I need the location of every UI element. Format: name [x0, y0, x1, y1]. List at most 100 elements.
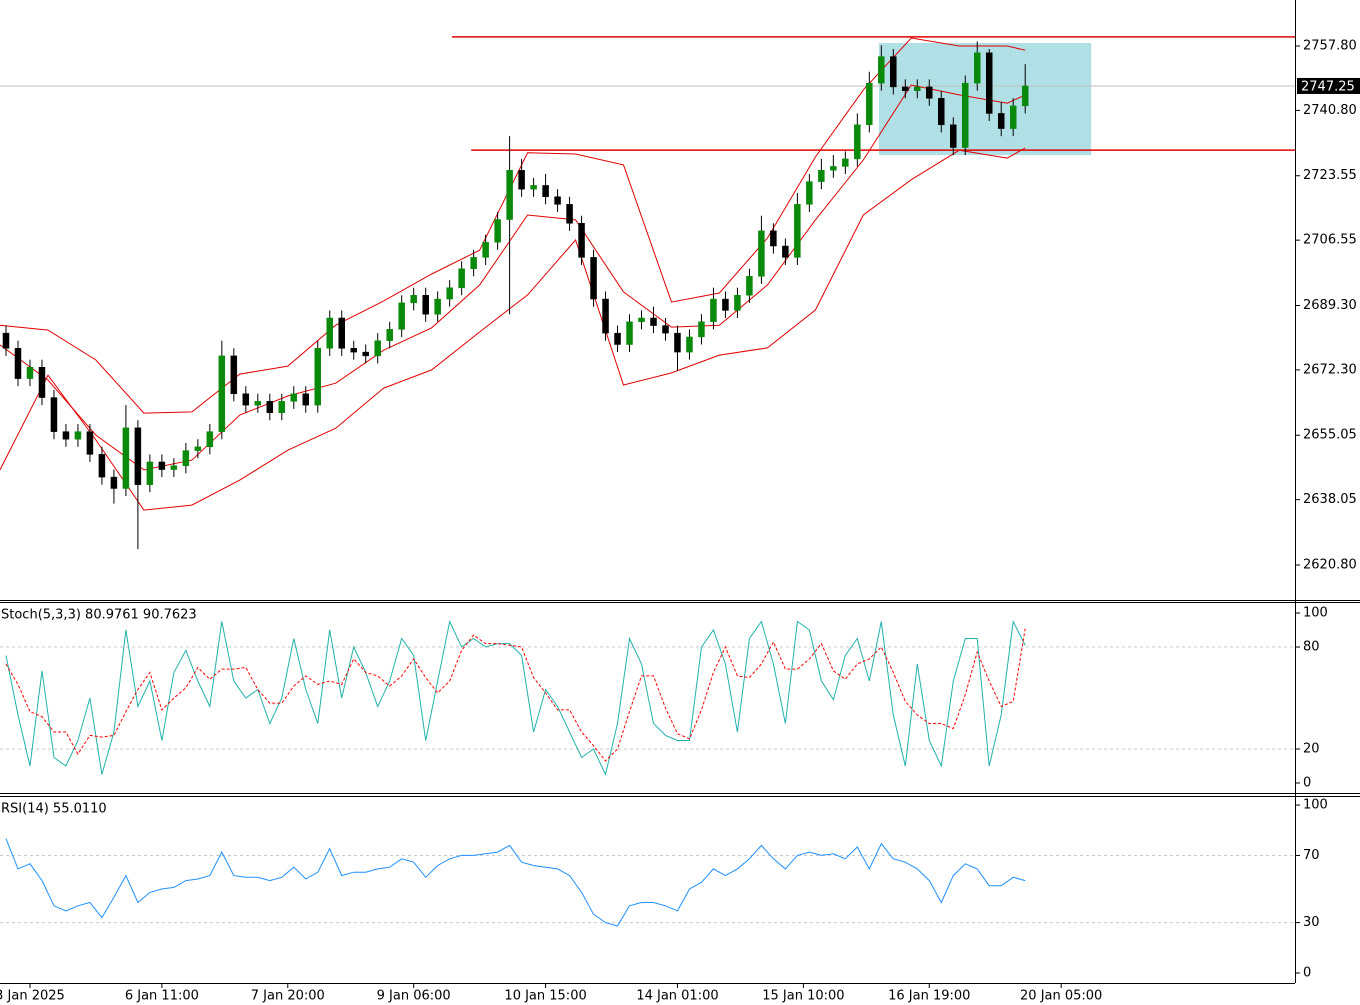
indicator-title: RSI(14) 55.0110 — [1, 802, 107, 817]
candle-body — [938, 98, 945, 126]
candle-body — [230, 355, 238, 395]
candle-body — [218, 355, 226, 432]
candle-body — [26, 366, 34, 379]
indicator-title: Stoch(5,3,3) 80.9761 90.7623 — [1, 608, 197, 623]
last-price-label: 2747.25 — [1301, 79, 1355, 94]
candle-body — [758, 230, 765, 277]
x-tick-label: 6 Jan 11:00 — [125, 989, 199, 1004]
candle-body — [806, 181, 813, 205]
candle-body — [830, 166, 837, 171]
candle-body — [314, 348, 322, 406]
candle-body — [302, 393, 310, 406]
candle-body — [530, 185, 537, 190]
y-tick-label: 2740.80 — [1303, 103, 1357, 118]
candle-body — [506, 169, 513, 220]
y-tick-label: 2723.55 — [1303, 168, 1357, 183]
indicator-line — [5, 628, 1026, 762]
bollinger-middle — [0, 84, 1026, 471]
candle-body — [962, 82, 969, 148]
candle-body — [38, 366, 46, 398]
candle-body — [542, 185, 549, 198]
candle-body — [62, 431, 70, 440]
candle-body — [422, 295, 429, 315]
candle-body — [854, 124, 861, 160]
candle-body — [926, 86, 933, 99]
candle-body — [674, 332, 681, 353]
candle-body — [710, 298, 717, 323]
indicator-line — [5, 838, 1026, 927]
candle-body — [818, 169, 825, 182]
candle-body — [482, 241, 489, 258]
candle-body — [254, 401, 262, 406]
candle-body — [746, 276, 753, 296]
candle-body — [662, 325, 669, 334]
candle-body — [134, 427, 142, 485]
candle-body — [950, 124, 957, 148]
candle-body — [386, 329, 393, 341]
candle-body — [410, 295, 417, 304]
candle-body — [122, 427, 130, 489]
candle-body — [266, 401, 274, 413]
y-tick-label: 0 — [1303, 775, 1311, 790]
y-tick-label: 2757.80 — [1303, 38, 1357, 53]
candle-body — [578, 223, 585, 258]
candle-body — [362, 351, 369, 357]
candle-body — [914, 86, 921, 91]
y-tick-label: 100 — [1303, 798, 1328, 813]
candle-body — [458, 268, 465, 288]
x-tick-label: 3 Jan 2025 — [0, 989, 65, 1004]
x-tick-label: 9 Jan 06:00 — [377, 989, 451, 1004]
candle-body — [242, 393, 250, 406]
candle-body — [614, 332, 621, 345]
bollinger-lower — [0, 147, 1026, 511]
x-tick-label: 15 Jan 10:00 — [762, 989, 844, 1004]
candle-body — [985, 52, 993, 114]
candle-body — [686, 336, 693, 353]
y-tick-label: 80 — [1303, 640, 1320, 655]
candle-body — [878, 56, 885, 84]
y-tick-label: 20 — [1303, 741, 1320, 756]
candle-body — [782, 245, 789, 258]
candle-body — [74, 431, 82, 440]
candle-body — [338, 317, 345, 349]
candle-body — [50, 397, 58, 432]
candle-body — [398, 302, 405, 330]
x-tick-label: 10 Jan 15:00 — [504, 989, 586, 1004]
candle-body — [194, 446, 202, 451]
candle-body — [722, 298, 729, 311]
y-tick-label: 30 — [1303, 915, 1320, 930]
candle-body — [206, 431, 214, 448]
candle-body — [554, 196, 561, 205]
candle-body — [1009, 105, 1017, 129]
candle-body — [2, 332, 10, 349]
candle-body — [626, 321, 633, 345]
candle-body — [14, 348, 22, 379]
candle-body — [146, 461, 154, 485]
candle-body — [602, 298, 609, 334]
candle-body — [1021, 85, 1029, 107]
x-tick-label: 16 Jan 19:00 — [888, 989, 970, 1004]
candle-body — [158, 461, 166, 470]
candle-body — [973, 52, 981, 84]
candle-body — [842, 158, 849, 167]
candle-body — [278, 401, 286, 413]
candle-body — [866, 82, 873, 126]
y-tick-label: 2672.30 — [1303, 362, 1357, 377]
candle-body — [446, 287, 453, 300]
candle-body — [698, 321, 705, 338]
y-tick-label: 70 — [1303, 848, 1320, 863]
x-tick-label: 14 Jan 01:00 — [636, 989, 718, 1004]
candle-body — [470, 257, 477, 269]
x-tick-label: 7 Jan 20:00 — [251, 989, 325, 1004]
candle-body — [638, 317, 645, 323]
candle-body — [290, 393, 298, 402]
candle-body — [902, 86, 909, 91]
candle-body — [590, 257, 597, 300]
candle-body — [110, 476, 118, 489]
x-tick-label: 20 Jan 05:00 — [1020, 989, 1102, 1004]
indicator-line — [5, 619, 1026, 777]
candle-body — [518, 169, 525, 190]
y-tick-label: 100 — [1303, 606, 1328, 621]
